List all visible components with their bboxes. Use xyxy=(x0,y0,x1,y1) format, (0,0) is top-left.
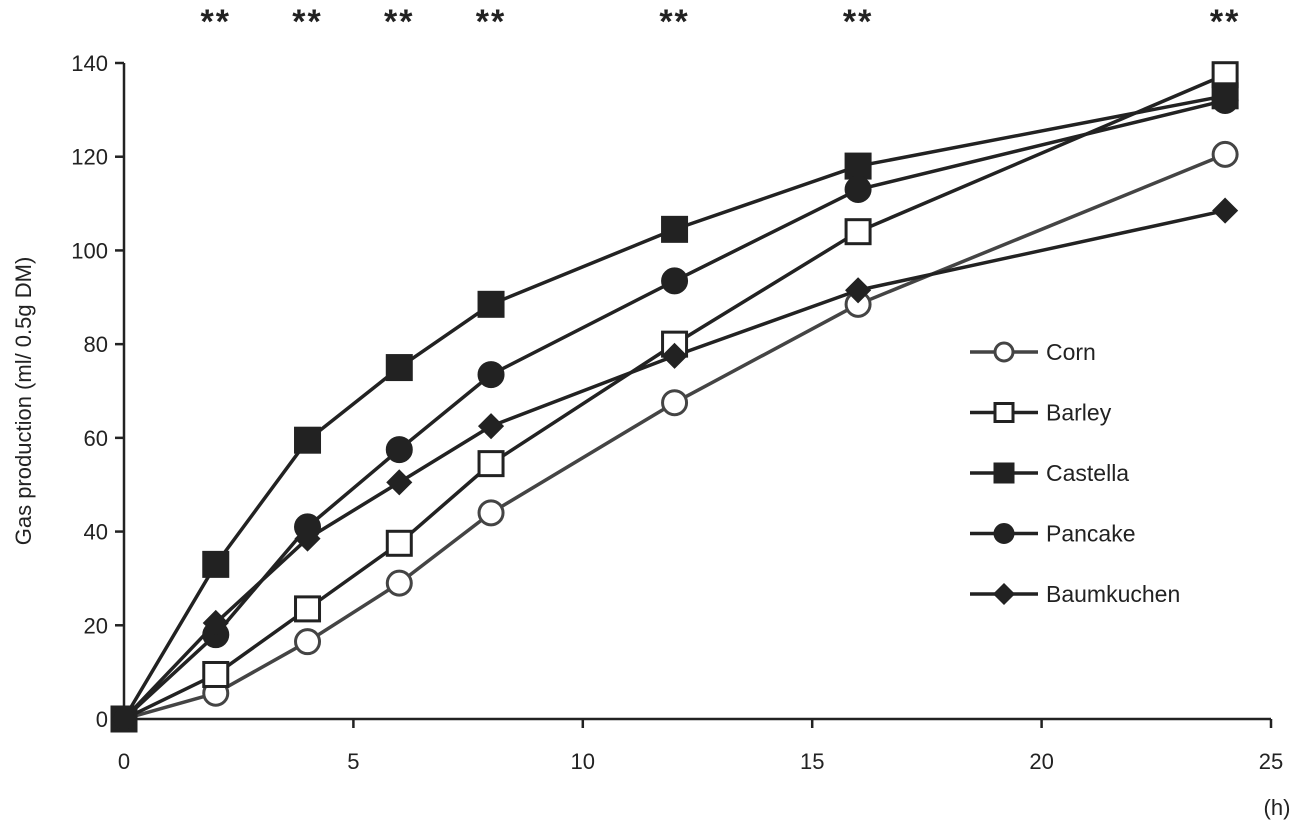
point-baumkuchen-4h xyxy=(294,525,321,552)
series-line-castella xyxy=(122,94,1226,720)
series-line-corn xyxy=(123,152,1226,721)
point-barley-6h xyxy=(385,529,413,557)
x-tick-label-20: 20 xyxy=(1029,749,1053,774)
legend-label-castella: Castella xyxy=(1046,460,1129,486)
point-castella-4h xyxy=(294,426,322,454)
legend-marker-corn xyxy=(993,341,1015,363)
point-corn-6h xyxy=(385,569,413,597)
legend-label-pancake: Pancake xyxy=(1046,521,1136,547)
x-tick-label-15: 15 xyxy=(800,749,824,774)
point-corn-12h xyxy=(661,389,689,417)
legend-item-castella: Castella xyxy=(970,460,1129,486)
point-corn-8h xyxy=(477,499,505,527)
y-tick-label-40: 40 xyxy=(84,520,108,545)
y-tick-label-20: 20 xyxy=(84,613,108,638)
legend-marker-barley xyxy=(993,402,1015,423)
point-corn-4h xyxy=(294,628,322,656)
x-tick-label-10: 10 xyxy=(571,749,595,774)
legend-item-barley: Barley xyxy=(970,400,1112,426)
series-line-barley xyxy=(123,73,1226,721)
y-tick-label-120: 120 xyxy=(71,145,108,170)
point-baumkuchen-8h xyxy=(477,413,505,440)
legend-marker-pancake xyxy=(993,523,1015,544)
tick-labels: 0 20 40 60 80 100 120 140 0 5 10 15 20 25 xyxy=(71,51,1283,774)
x-tick-label-5: 5 xyxy=(347,749,359,774)
significance-marker-16h: ** xyxy=(843,3,873,41)
point-baumkuchen-0h xyxy=(110,705,138,733)
point-barley-2h xyxy=(202,660,230,688)
legend-marker-baumkuchen xyxy=(992,582,1016,606)
significance-markers: ** ** ** ** ** ** ** xyxy=(201,3,1240,41)
legend-item-corn: Corn xyxy=(970,339,1096,365)
significance-marker-4h: ** xyxy=(292,3,322,41)
legend-label-baumkuchen: Baumkuchen xyxy=(1046,581,1180,607)
significance-marker-6h: ** xyxy=(384,3,414,41)
point-corn-24h xyxy=(1211,140,1239,168)
legend-item-baumkuchen: Baumkuchen xyxy=(970,581,1180,607)
x-tick-label-0: 0 xyxy=(118,749,130,774)
x-axis-label: (h) xyxy=(1264,795,1291,820)
point-castella-2h xyxy=(202,550,230,578)
point-barley-4h xyxy=(294,595,322,623)
y-tick-label-80: 80 xyxy=(84,332,108,357)
axes xyxy=(122,63,1271,721)
significance-marker-2h: ** xyxy=(201,3,231,41)
point-barley-16h xyxy=(844,218,872,246)
series-line-pancake xyxy=(122,98,1226,721)
point-baumkuchen-24h xyxy=(1212,197,1239,224)
series-line-baumkuchen xyxy=(122,208,1226,721)
legend-marker-castella xyxy=(993,462,1015,484)
point-pancake-12h xyxy=(661,267,689,295)
point-castella-8h xyxy=(477,290,505,318)
point-pancake-16h xyxy=(844,176,872,204)
legend: Corn Barley Castella Pancake Baumkuchen xyxy=(970,339,1180,607)
point-castella-16h xyxy=(844,152,872,180)
y-tick-label-60: 60 xyxy=(84,426,108,451)
series-lines xyxy=(122,73,1226,721)
series-markers xyxy=(110,61,1239,733)
x-tick-label-25: 25 xyxy=(1259,749,1283,774)
legend-item-pancake: Pancake xyxy=(970,521,1136,547)
y-tick-label-140: 140 xyxy=(71,51,108,76)
point-baumkuchen-16h xyxy=(845,277,872,304)
significance-marker-12h: ** xyxy=(659,3,689,41)
point-barley-8h xyxy=(477,450,505,478)
y-tick-label-0: 0 xyxy=(96,707,108,732)
point-baumkuchen-12h xyxy=(661,342,688,369)
y-tick-label-100: 100 xyxy=(71,238,108,263)
point-castella-12h xyxy=(661,215,689,243)
legend-label-barley: Barley xyxy=(1046,400,1112,426)
significance-marker-8h: ** xyxy=(476,3,506,41)
point-baumkuchen-6h xyxy=(386,469,413,496)
point-baumkuchen-2h xyxy=(202,609,229,637)
point-pancake-8h xyxy=(477,361,505,389)
point-castella-6h xyxy=(385,354,413,382)
point-pancake-6h xyxy=(385,436,413,464)
significance-marker-24h: ** xyxy=(1210,3,1240,41)
legend-label-corn: Corn xyxy=(1046,339,1096,365)
point-pancake-24h xyxy=(1211,86,1239,114)
y-axis-label: Gas production (ml/ 0.5g DM) xyxy=(11,257,36,546)
tick-marks xyxy=(115,61,1273,728)
